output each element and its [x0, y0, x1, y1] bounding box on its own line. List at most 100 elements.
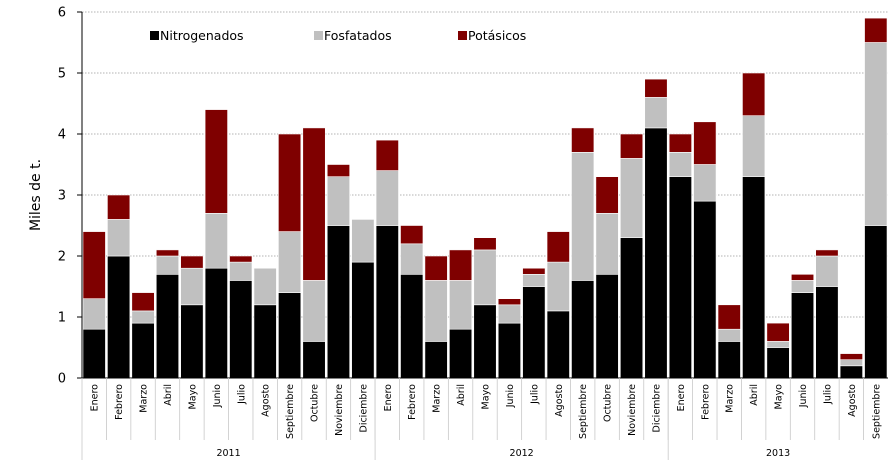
bar-segment-fosfatados — [644, 97, 668, 129]
bar-segment-nitrogenados — [424, 341, 448, 379]
y-tick-label: 2 — [58, 250, 66, 265]
x-category-label: Enero — [90, 384, 101, 412]
x-category-label: Abril — [163, 384, 174, 406]
bar-segment-potásicos — [546, 231, 570, 263]
bar-segment-potásicos — [864, 17, 888, 43]
x-category-label: Julio — [822, 384, 833, 405]
bar-segment-potásicos — [717, 304, 741, 330]
x-category-label: Febrero — [114, 384, 125, 420]
bar-segment-fosfatados — [302, 280, 326, 342]
x-category-label: Noviembre — [627, 384, 638, 436]
x-category-label: Febrero — [700, 384, 711, 420]
bar-segment-potásicos — [131, 292, 155, 312]
bar-segment-fosfatados — [400, 243, 424, 275]
y-tick-labels: 0 1 2 3 4 5 6 — [58, 6, 66, 387]
x-category-labels: Enero Febrero Marzo Abril Mayo Junio Julio Agos… — [90, 384, 883, 439]
x-category-label: Agosto — [554, 384, 565, 417]
bar-segment-nitrogenados — [400, 273, 424, 379]
x-category-label: Julio — [236, 384, 247, 405]
bar-segment-fosfatados — [155, 255, 180, 275]
bar-segment-nitrogenados — [546, 310, 570, 379]
bar-segment-fosfatados — [82, 298, 106, 330]
bar-segment-nitrogenados — [497, 322, 521, 379]
bar-segment-fosfatados — [180, 267, 204, 306]
bar-segment-nitrogenados — [473, 304, 497, 379]
x-category-label: Junio — [798, 384, 809, 408]
bar-segment-fosfatados — [204, 213, 228, 269]
bar-segment-fosfatados — [229, 261, 253, 281]
bar-segment-nitrogenados — [766, 347, 790, 379]
y-tick-label: 1 — [58, 311, 66, 326]
bar-segment-potásicos — [790, 273, 815, 281]
y-tick-label: 4 — [58, 128, 66, 143]
year-label: 2011 — [216, 448, 240, 459]
bar-segment-potásicos — [449, 249, 473, 281]
x-category-label: Noviembre — [334, 384, 345, 436]
bar-segment-potásicos — [424, 255, 448, 281]
bar-segment-potásicos — [82, 231, 106, 300]
legend-swatch — [150, 31, 159, 40]
bar-segment-fosfatados — [742, 115, 766, 177]
legend-swatch — [458, 31, 467, 40]
bar-segment-potásicos — [107, 194, 131, 220]
bar-segment-potásicos — [668, 133, 692, 153]
x-category-label: Junio — [212, 384, 223, 408]
bar-segment-nitrogenados — [717, 341, 741, 379]
x-category-label: Enero — [676, 384, 687, 412]
bar-segment-nitrogenados — [82, 328, 106, 379]
bars — [82, 17, 888, 379]
bar-segment-potásicos — [742, 72, 766, 117]
y-tick-label: 0 — [58, 372, 66, 387]
x-category-label: Enero — [383, 384, 394, 412]
x-category-label: Marzo — [725, 384, 736, 413]
year-labels: 2011 2012 2013 — [216, 448, 790, 459]
bar-segment-fosfatados — [424, 280, 448, 342]
bar-segment-fosfatados — [375, 170, 399, 226]
bar-segment-potásicos — [815, 249, 839, 257]
bar-segment-nitrogenados — [644, 127, 668, 379]
x-category-label: Diciembre — [651, 384, 662, 433]
bar-segment-fosfatados — [449, 280, 473, 330]
bar-segment-nitrogenados — [253, 304, 277, 379]
x-category-label: Octubre — [603, 384, 614, 422]
legend-swatch — [314, 31, 323, 40]
bar-segment-fosfatados — [473, 249, 497, 306]
bar-segment-nitrogenados — [790, 292, 815, 379]
bar-segment-fosfatados — [107, 219, 131, 257]
x-category-label: Marzo — [139, 384, 150, 413]
bar-segment-fosfatados — [351, 219, 375, 263]
bar-segment-fosfatados — [253, 267, 277, 306]
x-category-label: Agosto — [847, 384, 858, 417]
bar-segment-nitrogenados — [449, 328, 473, 379]
legend-label: Potásicos — [468, 28, 526, 43]
y-tick-label: 5 — [58, 67, 66, 82]
bar-segment-potásicos — [766, 322, 790, 342]
year-label: 2013 — [766, 448, 790, 459]
bar-segment-nitrogenados — [155, 273, 180, 379]
bar-segment-nitrogenados — [278, 292, 302, 379]
x-category-label: Diciembre — [358, 384, 369, 433]
bar-segment-potásicos — [180, 255, 204, 269]
x-category-label: Agosto — [261, 384, 272, 417]
bar-segment-nitrogenados — [839, 365, 863, 379]
bar-segment-nitrogenados — [302, 341, 326, 379]
bar-segment-potásicos — [278, 133, 302, 232]
x-category-label: Mayo — [774, 384, 785, 410]
bar-segment-potásicos — [326, 164, 350, 177]
bar-segment-nitrogenados — [107, 255, 131, 379]
bar-segment-fosfatados — [766, 341, 790, 348]
axes — [77, 11, 888, 460]
x-category-label: Septiembre — [871, 384, 882, 439]
x-category-label: Octubre — [310, 384, 321, 422]
bar-segment-nitrogenados — [864, 225, 888, 379]
bar-segment-nitrogenados — [595, 273, 619, 379]
bar-segment-nitrogenados — [522, 286, 546, 379]
bar-segment-potásicos — [595, 176, 619, 214]
y-tick-label: 3 — [58, 189, 66, 204]
x-category-label: Junio — [505, 384, 516, 408]
bar-segment-nitrogenados — [204, 267, 228, 379]
bar-segment-nitrogenados — [351, 261, 375, 379]
x-category-label: Marzo — [432, 384, 443, 413]
bar-segment-potásicos — [571, 127, 595, 153]
